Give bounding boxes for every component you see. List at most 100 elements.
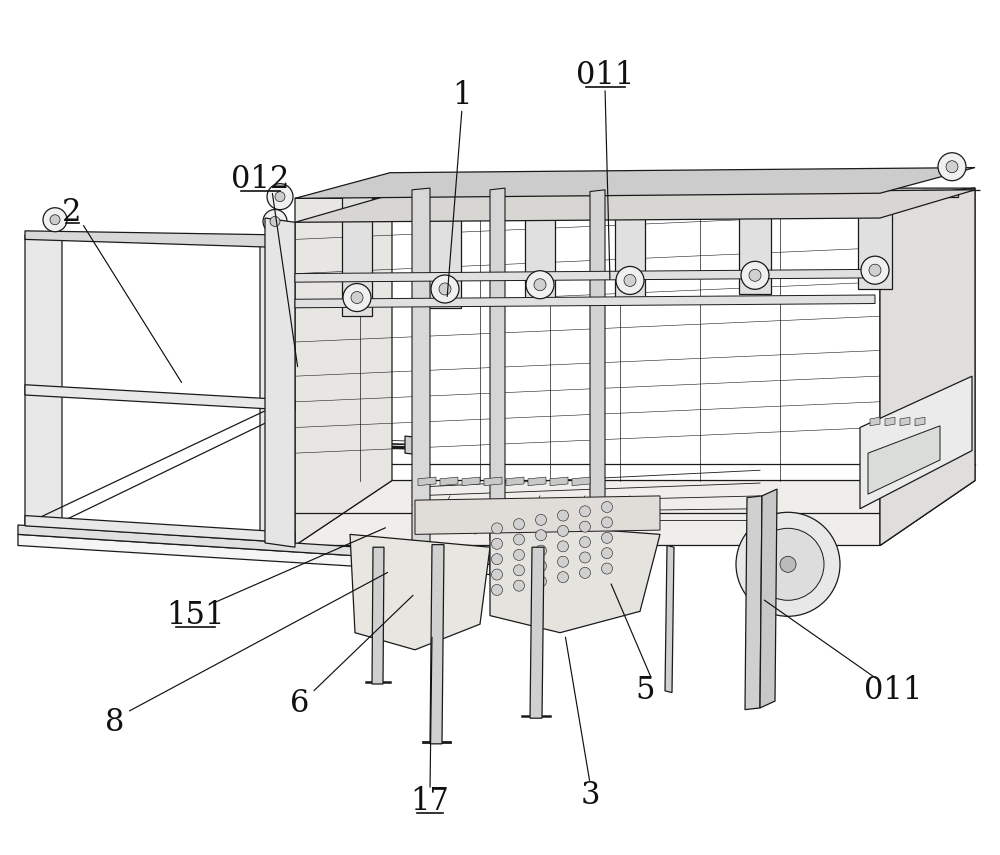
Polygon shape xyxy=(295,190,975,222)
Polygon shape xyxy=(900,417,910,426)
Polygon shape xyxy=(484,477,502,486)
Circle shape xyxy=(558,541,568,551)
Text: 011: 011 xyxy=(864,675,922,706)
Circle shape xyxy=(752,528,824,600)
Circle shape xyxy=(492,569,503,580)
Text: 011: 011 xyxy=(576,60,634,91)
Circle shape xyxy=(43,208,67,232)
Circle shape xyxy=(580,506,590,516)
Circle shape xyxy=(558,526,568,536)
Circle shape xyxy=(492,554,503,564)
Polygon shape xyxy=(506,477,524,486)
Polygon shape xyxy=(550,477,568,486)
Polygon shape xyxy=(530,547,544,718)
Circle shape xyxy=(267,184,293,209)
Polygon shape xyxy=(525,190,555,304)
Polygon shape xyxy=(868,426,940,494)
Circle shape xyxy=(741,262,769,289)
Polygon shape xyxy=(412,188,430,545)
Circle shape xyxy=(869,264,881,276)
Circle shape xyxy=(263,209,287,233)
Polygon shape xyxy=(490,188,505,540)
Text: 17: 17 xyxy=(411,787,449,817)
Polygon shape xyxy=(870,417,880,426)
Circle shape xyxy=(602,548,612,558)
Circle shape xyxy=(624,274,636,286)
Circle shape xyxy=(602,517,612,528)
Polygon shape xyxy=(372,547,384,684)
Polygon shape xyxy=(528,477,546,486)
Circle shape xyxy=(580,522,590,532)
Text: 5: 5 xyxy=(635,675,655,706)
Circle shape xyxy=(602,563,612,574)
Polygon shape xyxy=(25,235,62,530)
Polygon shape xyxy=(265,218,295,547)
Polygon shape xyxy=(418,477,436,486)
Circle shape xyxy=(861,256,889,284)
Circle shape xyxy=(736,512,840,616)
Text: 8: 8 xyxy=(105,707,125,738)
Text: 151: 151 xyxy=(166,600,224,631)
Polygon shape xyxy=(440,477,458,486)
Polygon shape xyxy=(25,231,295,248)
Circle shape xyxy=(351,292,363,304)
Circle shape xyxy=(492,523,503,534)
Polygon shape xyxy=(915,417,925,426)
Text: 3: 3 xyxy=(580,780,600,811)
Circle shape xyxy=(536,515,546,525)
Polygon shape xyxy=(350,534,490,650)
Circle shape xyxy=(514,581,524,591)
Polygon shape xyxy=(572,477,590,486)
Polygon shape xyxy=(615,190,645,299)
Circle shape xyxy=(534,279,546,291)
Polygon shape xyxy=(745,496,762,710)
Polygon shape xyxy=(429,190,461,308)
Text: 6: 6 xyxy=(290,688,310,719)
Circle shape xyxy=(602,502,612,512)
Circle shape xyxy=(946,161,958,173)
Polygon shape xyxy=(18,534,490,575)
Circle shape xyxy=(536,530,546,540)
Circle shape xyxy=(492,539,503,549)
Circle shape xyxy=(602,533,612,543)
Polygon shape xyxy=(860,376,972,509)
Circle shape xyxy=(431,275,459,303)
Polygon shape xyxy=(590,190,605,537)
Circle shape xyxy=(780,557,796,572)
Polygon shape xyxy=(760,489,777,708)
Circle shape xyxy=(514,550,524,560)
Polygon shape xyxy=(295,168,975,198)
Polygon shape xyxy=(295,481,975,545)
Circle shape xyxy=(536,576,546,587)
Polygon shape xyxy=(342,190,372,316)
Circle shape xyxy=(558,572,568,582)
Circle shape xyxy=(536,545,546,556)
Circle shape xyxy=(514,565,524,575)
Polygon shape xyxy=(665,545,674,693)
Circle shape xyxy=(270,216,280,227)
Polygon shape xyxy=(430,545,444,744)
Polygon shape xyxy=(885,417,895,426)
Circle shape xyxy=(536,561,546,571)
Polygon shape xyxy=(25,385,295,410)
Polygon shape xyxy=(405,436,420,455)
Polygon shape xyxy=(880,188,975,545)
Polygon shape xyxy=(880,188,975,545)
Circle shape xyxy=(514,519,524,529)
Polygon shape xyxy=(739,190,771,294)
Polygon shape xyxy=(295,188,392,545)
Polygon shape xyxy=(490,522,660,633)
Circle shape xyxy=(938,153,966,180)
Circle shape xyxy=(439,283,451,295)
Polygon shape xyxy=(858,190,892,289)
Polygon shape xyxy=(462,477,480,486)
Polygon shape xyxy=(295,269,875,282)
Circle shape xyxy=(558,510,568,521)
Circle shape xyxy=(580,552,590,563)
Circle shape xyxy=(275,192,285,202)
Polygon shape xyxy=(260,239,295,545)
Circle shape xyxy=(50,215,60,225)
Polygon shape xyxy=(922,190,958,197)
Polygon shape xyxy=(295,188,975,198)
Circle shape xyxy=(492,585,503,595)
